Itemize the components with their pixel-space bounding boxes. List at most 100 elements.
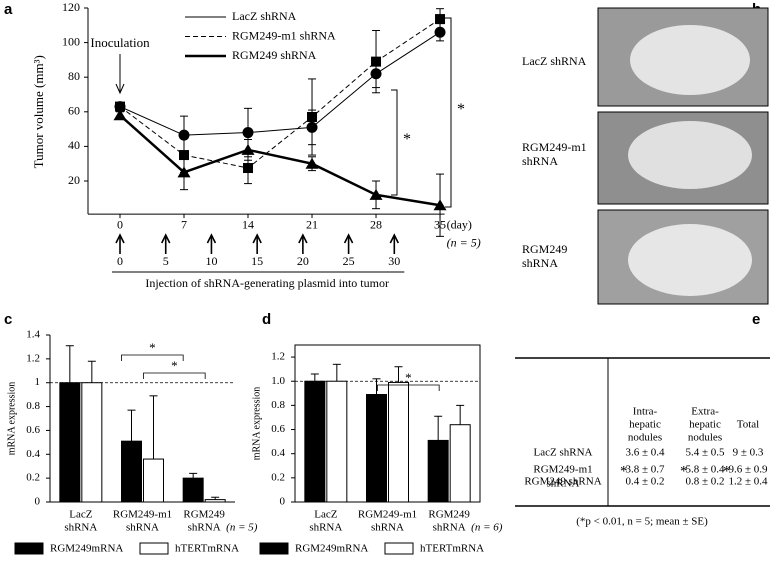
significance-flag: * xyxy=(620,463,628,479)
photo-label: shRNA xyxy=(522,154,558,168)
photo-mouse xyxy=(628,224,752,296)
x-tick-label: RGM249 xyxy=(183,509,225,521)
injection-arrowhead xyxy=(161,233,171,244)
y-tick-label: 1.0 xyxy=(271,375,285,387)
x-tick-label: 21 xyxy=(306,217,318,231)
y-tick-label: 0.6 xyxy=(26,424,40,436)
x-tick-label: shRNA xyxy=(371,522,404,534)
row-label: RGM249-m1 xyxy=(533,464,592,476)
legend-swatch xyxy=(14,542,44,555)
significance-label: * xyxy=(403,131,411,148)
note: (n = 5) xyxy=(447,235,481,249)
x-tick-label: shRNA xyxy=(309,522,342,534)
annotation: Inoculation xyxy=(90,35,150,50)
injection-day: 20 xyxy=(297,254,309,268)
photo-label: LacZ shRNA xyxy=(522,54,587,68)
significance-label: * xyxy=(171,358,178,373)
marker xyxy=(177,166,191,178)
marker xyxy=(435,14,446,25)
x-tick-label: 7 xyxy=(181,217,187,231)
bar xyxy=(182,477,204,503)
legend-label: RGM249mRNA xyxy=(50,543,123,555)
y-tick-label: 40 xyxy=(68,138,80,152)
marker xyxy=(113,109,127,121)
x-tick-label: RGM249-m1 xyxy=(358,509,417,521)
y-tick-label: 1.4 xyxy=(26,329,40,341)
row-label: shRNA xyxy=(546,478,579,490)
row-label: LacZ shRNA xyxy=(534,447,593,459)
photo-label: RGM249 xyxy=(522,242,567,256)
table-header: nodules xyxy=(688,432,722,444)
y-tick-label: 0.8 xyxy=(26,400,40,412)
bar xyxy=(326,380,348,503)
x-tick-label: RGM249 xyxy=(428,509,470,521)
table-header: hepatic xyxy=(689,419,721,431)
significance-bracket xyxy=(377,384,440,391)
injection-arrowhead xyxy=(298,233,308,244)
x-tick-label: shRNA xyxy=(126,522,159,534)
x-tick-label: LacZ xyxy=(314,509,337,521)
series-line xyxy=(119,31,441,136)
y-tick-label: 20 xyxy=(68,173,80,187)
marker xyxy=(307,111,318,122)
y-tick-label: 0 xyxy=(35,496,41,508)
significance-bracket xyxy=(121,354,184,361)
injection-label: Injection of shRNA-generating plasmid in… xyxy=(145,276,389,290)
photo-label: RGM249-m1 xyxy=(522,140,587,154)
x-unit: (day) xyxy=(447,217,472,231)
x-tick-label: 0 xyxy=(117,217,123,231)
marker xyxy=(241,143,255,155)
significance-label: * xyxy=(405,370,412,385)
bar xyxy=(388,381,409,503)
x-tick-label: RGM249-m1 xyxy=(113,509,172,521)
legend-swatch xyxy=(259,542,289,555)
legend-label: RGM249mRNA xyxy=(295,543,368,555)
y-tick-label: 0.2 xyxy=(271,471,285,483)
legend-swatch xyxy=(139,542,169,555)
legend-label: RGM249-m1 shRNA xyxy=(232,28,336,42)
x-tick-label: shRNA xyxy=(188,522,221,534)
y-axis-label: Tumor volume (mm³) xyxy=(31,55,46,168)
table-header: hepatic xyxy=(629,419,661,431)
y-tick-label: 60 xyxy=(68,104,80,118)
x-tick-label: shRNA xyxy=(433,522,466,534)
bar xyxy=(81,382,103,503)
x-tick-label: LacZ xyxy=(69,509,92,521)
injection-arrowhead xyxy=(389,233,400,244)
y-axis-label: mRNA expression xyxy=(251,387,262,461)
y-axis-label: mRNA expression xyxy=(6,382,17,456)
y-tick-label: 0 xyxy=(280,496,286,508)
x-tick-label: 28 xyxy=(370,217,382,231)
table-cell: 5.4 ± 0.5 xyxy=(685,447,725,459)
significance-bracket xyxy=(391,89,398,196)
legend-label: LacZ shRNA xyxy=(232,9,297,23)
injection-day: 15 xyxy=(251,254,263,268)
significance-label: * xyxy=(457,101,465,118)
bar xyxy=(427,439,449,503)
legend-label: RGM249 shRNA xyxy=(232,48,317,62)
table-cell: 9.6 ± 0.9 xyxy=(728,464,768,476)
y-tick-label: 120 xyxy=(62,0,80,14)
bar xyxy=(366,394,387,503)
bar xyxy=(59,382,81,503)
annotation-arrowhead xyxy=(115,83,125,95)
y-tick-label: 0.8 xyxy=(271,399,285,411)
bar xyxy=(449,424,471,503)
injection-arrowhead xyxy=(115,233,125,244)
injection-day: 5 xyxy=(163,254,169,268)
table-header: Total xyxy=(737,419,759,431)
injection-day: 30 xyxy=(388,254,400,268)
table-cell: 3.6 ± 0.4 xyxy=(625,447,665,459)
y-tick-label: 0.4 xyxy=(26,448,40,460)
injection-arrowhead xyxy=(206,233,217,244)
note: (n = 5) xyxy=(226,522,258,534)
table-cell: 0.4 ± 0.2 xyxy=(625,476,664,488)
photo-mouse xyxy=(630,25,750,95)
x-tick-label: shRNA xyxy=(64,522,97,534)
plot-frame xyxy=(294,344,481,503)
y-tick-label: 100 xyxy=(62,34,80,48)
legend-label: hTERTmRNA xyxy=(420,543,484,555)
y-tick-label: 1.2 xyxy=(26,352,40,364)
y-tick-label: 1 xyxy=(35,376,41,388)
